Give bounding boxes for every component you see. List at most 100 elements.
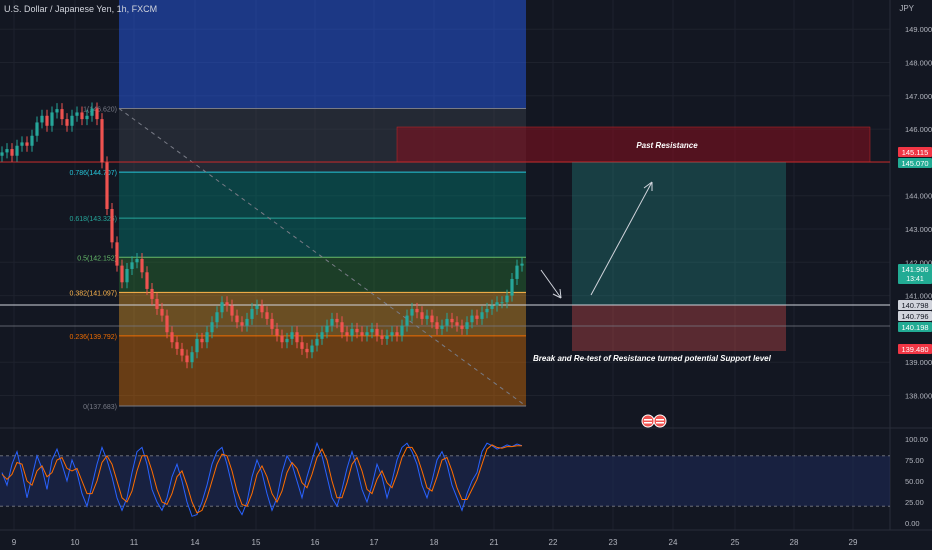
fib-level-label: 0.5(142.152) [77,255,117,262]
fib-level-label: 0.382(141.097) [70,290,117,297]
y-tick-label: 147.000 [905,92,932,101]
candle-body [450,318,454,323]
candle-body [225,302,229,306]
flag-icon-2 [653,414,667,428]
price-label-box [898,344,932,354]
candle-body [480,312,484,319]
candle-body [330,318,334,326]
candle-body [70,115,74,126]
currency-label: JPY [899,4,914,13]
candle-body [250,308,254,319]
indicator-icons[interactable] [641,414,669,428]
stoch-d-line [1,444,522,514]
candle-body [320,332,324,339]
price-label-box [898,158,932,168]
fib-zone [119,257,526,293]
candle-body [105,162,109,210]
candle-body [415,308,419,313]
candle-body [300,342,304,349]
stoch-band [0,455,890,507]
candle-body [465,322,469,329]
stoch-k-line [1,441,523,517]
candle-body [215,312,219,323]
candle-body [520,263,524,266]
x-tick-label: 28 [790,538,799,547]
candle-body [405,315,409,326]
candle-body [25,142,29,146]
y-tick-label: 142.000 [905,258,932,267]
price-label: 145.115 [902,148,929,157]
candle-body [195,338,199,353]
fib-level-label: 1(146.620) [83,106,117,113]
price-label: 140.796 [901,312,928,321]
candle-body [130,262,134,269]
candle-body [305,348,309,353]
candle-body [95,108,99,120]
x-tick-label: 24 [669,538,678,547]
stoch-y-tick: 100.00 [905,435,928,444]
candle-body [0,152,4,156]
candle-body [295,332,299,343]
x-tick-label: 25 [731,538,740,547]
candle-body [165,315,169,333]
candle-body [445,318,449,326]
x-tick-label: 21 [490,538,499,547]
stoch-y-tick: 50.00 [905,477,924,486]
y-tick-label: 143.000 [905,225,932,234]
x-tick-label: 29 [849,538,858,547]
candle-body [490,305,494,309]
candle-body [220,302,224,313]
candle-body [510,278,514,296]
x-tick-label: 23 [609,538,618,547]
stoch-y-tick: 0.00 [905,519,920,528]
candle-body [475,315,479,319]
candle-body [80,112,84,120]
candle-body [290,332,294,339]
candle-body [470,315,474,323]
candle-body [495,302,499,306]
projection-arrowhead [643,181,653,191]
candle-body [500,302,504,304]
candle-body [135,258,139,263]
price-label: 139.480 [901,345,928,354]
candle-body [485,308,489,313]
candle-body [205,332,209,343]
candle-body [5,149,9,153]
candle-body [365,332,369,336]
candle-body [255,305,259,309]
candle-body [110,209,114,243]
y-tick-label: 146.000 [905,125,932,134]
candle-body [360,332,364,336]
candle-body [385,335,389,339]
past-resistance-zone [396,126,871,163]
candle-body [370,328,374,333]
fib-zone [119,172,526,219]
symbol-title: U.S. Dollar / Japanese Yen, 1h, FXCM [4,4,158,14]
price-label-box [898,300,932,310]
candle-body [140,258,144,273]
past-resistance-label: Past Resistance [636,141,698,150]
candle-body [265,312,269,319]
x-tick-label: 15 [252,538,261,547]
candle-body [440,325,444,329]
price-label-time: 13:41 [906,276,924,283]
y-tick-label: 141.000 [905,292,932,301]
candle-body [65,119,69,126]
x-tick-label: 10 [71,538,80,547]
candle-body [180,348,184,356]
candle-body [425,315,429,319]
x-tick-label: 22 [549,538,558,547]
fib-level-label: 0(137.683) [83,404,117,411]
candle-body [20,142,24,146]
price-label: 145.070 [901,159,928,168]
price-label-box [898,264,932,284]
candle-body [400,325,404,336]
price-label: 140.798 [901,301,928,310]
candle-body [85,115,89,120]
projection-arrow [590,181,653,296]
candle-body [100,119,104,163]
x-tick-label: 16 [311,538,320,547]
candle-body [380,335,384,339]
flag-icon [641,414,655,428]
